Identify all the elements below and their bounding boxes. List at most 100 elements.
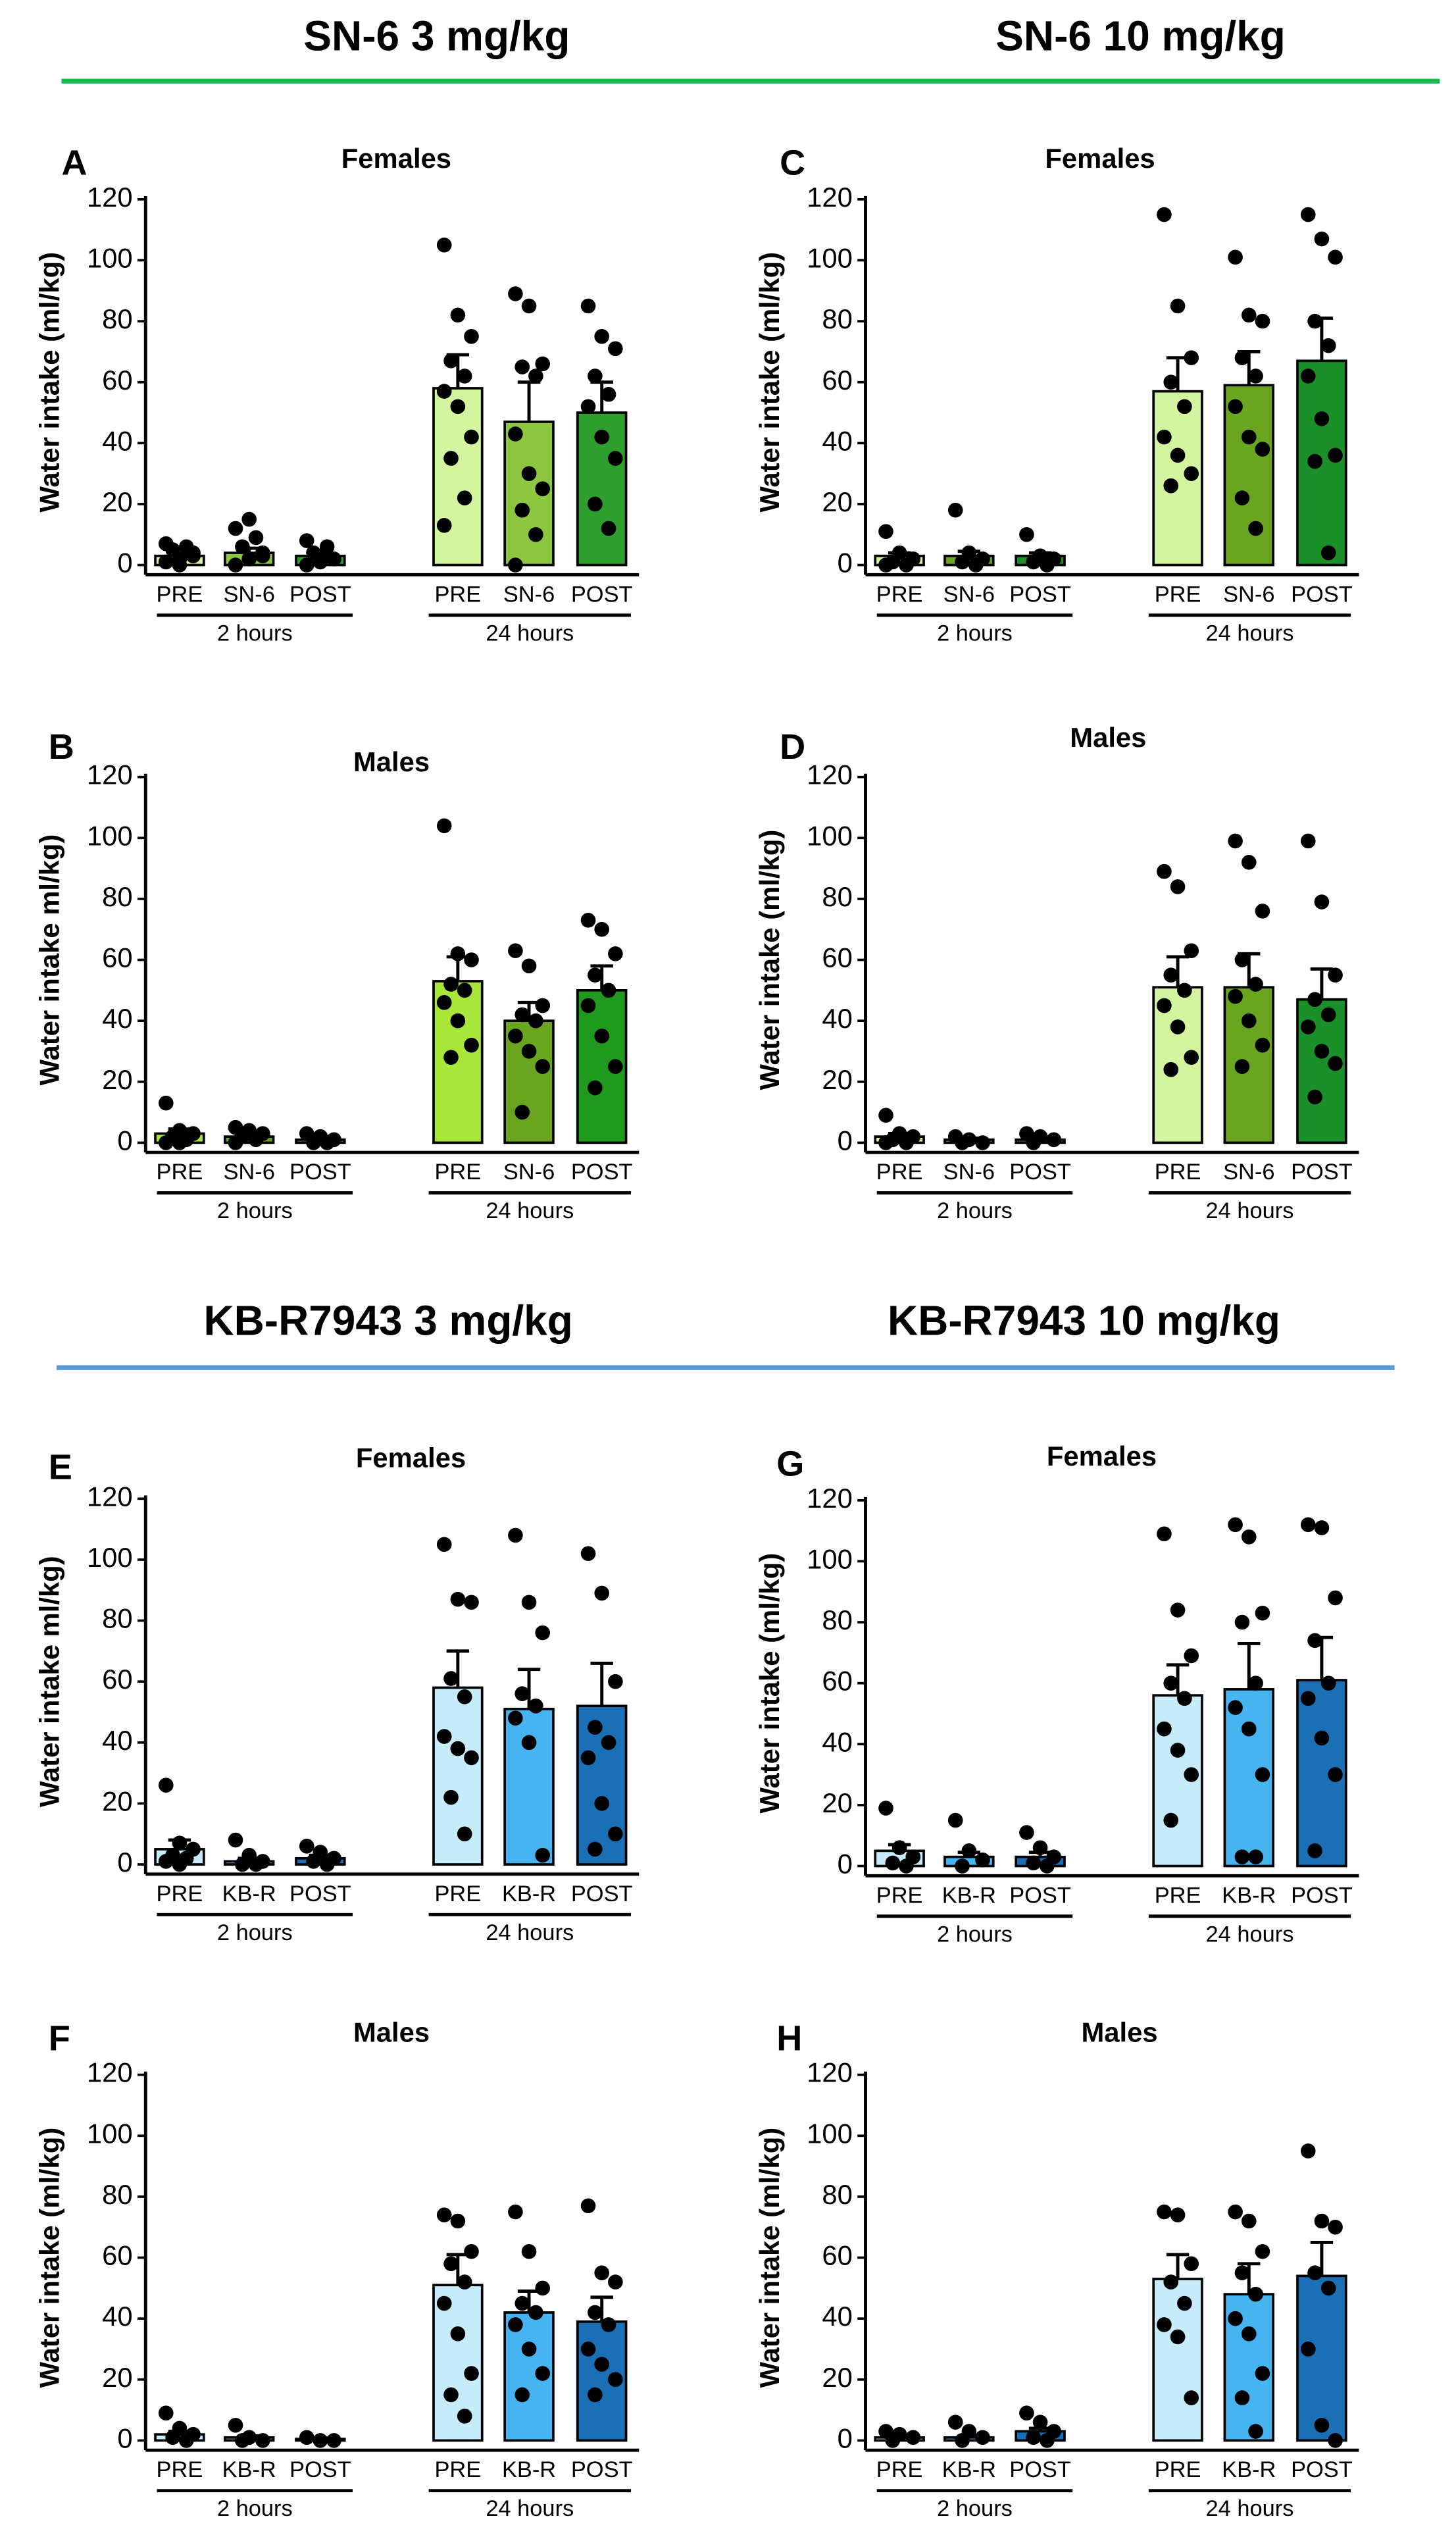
- data-point: [899, 1135, 914, 1150]
- data-point: [255, 548, 270, 563]
- data-point: [515, 1686, 530, 1702]
- data-point: [436, 1537, 452, 1552]
- data-point: [235, 2433, 250, 2448]
- data-point: [172, 557, 188, 573]
- group-label: 2 hours: [217, 1198, 293, 1223]
- data-point: [1241, 429, 1257, 445]
- y-tick-label: 100: [807, 243, 853, 274]
- data-point: [158, 1135, 174, 1150]
- data-point: [580, 2341, 596, 2357]
- data-point: [1307, 1633, 1322, 1649]
- x-tick-label: SN-6: [1223, 1160, 1274, 1185]
- data-point: [443, 977, 459, 992]
- data-point: [1163, 374, 1179, 390]
- x-tick-label: KB-R: [502, 1881, 556, 1906]
- x-tick-label: POST: [1291, 2457, 1353, 2482]
- y-tick-label: 100: [87, 1542, 133, 1573]
- data-point: [1170, 2207, 1186, 2223]
- data-point: [443, 451, 459, 466]
- data-point: [1157, 1526, 1172, 1542]
- panel-letter: H: [776, 2018, 802, 2058]
- data-point: [1328, 1590, 1343, 1606]
- error-bar: [1310, 967, 1334, 1000]
- x-tick-label: PRE: [434, 1160, 481, 1185]
- data-point: [521, 2341, 537, 2357]
- error-bar: [590, 964, 613, 990]
- y-tick-label: 100: [87, 820, 133, 851]
- data-point: [594, 1585, 610, 1601]
- data-point: [1328, 249, 1343, 265]
- x-tick-label: SN-6: [503, 582, 555, 607]
- data-point: [878, 557, 893, 573]
- data-point: [961, 1843, 977, 1858]
- data-point: [521, 1595, 537, 1610]
- data-point: [891, 1840, 907, 1856]
- data-point: [436, 238, 452, 253]
- data-point: [535, 356, 551, 372]
- data-point: [306, 1135, 321, 1150]
- group-label: 24 hours: [1206, 1922, 1294, 1947]
- data-point: [1248, 1676, 1263, 1691]
- data-point: [443, 2256, 459, 2272]
- y-tick-label: 120: [807, 759, 853, 790]
- data-point: [1300, 207, 1316, 222]
- data-point: [1234, 490, 1250, 506]
- error-bar: [1166, 1663, 1190, 1696]
- data-point: [1177, 399, 1192, 415]
- y-tick-label: 60: [102, 1664, 132, 1695]
- data-point: [1184, 1767, 1199, 1782]
- data-point: [1170, 1743, 1186, 1758]
- data-point: [1320, 545, 1336, 561]
- data-point: [464, 952, 479, 967]
- data-point: [528, 369, 543, 384]
- y-tick-label: 80: [102, 303, 132, 334]
- y-tick-label: 0: [117, 2422, 132, 2453]
- data-point: [1234, 2265, 1250, 2281]
- data-point: [1328, 2433, 1343, 2448]
- data-point: [535, 2366, 551, 2381]
- data-point: [172, 1135, 188, 1150]
- data-point: [508, 1029, 523, 1044]
- data-point: [1320, 1676, 1336, 1691]
- data-point: [608, 1059, 623, 1074]
- data-point: [885, 2433, 901, 2448]
- x-tick-label: SN-6: [943, 582, 995, 607]
- data-point: [436, 2207, 452, 2223]
- data-point: [228, 557, 243, 573]
- bar: [1152, 986, 1203, 1144]
- y-tick-label: 80: [822, 303, 853, 334]
- panel-title: Females: [1047, 1441, 1157, 1471]
- data-point: [1300, 2341, 1316, 2357]
- data-point: [1170, 879, 1186, 894]
- y-tick-label: 80: [822, 881, 853, 912]
- data-point: [178, 2433, 194, 2448]
- data-point: [248, 530, 264, 546]
- data-point: [588, 2387, 603, 2403]
- data-point: [1255, 2243, 1270, 2259]
- data-point: [436, 818, 452, 834]
- data-point: [1241, 2213, 1257, 2229]
- data-point: [1314, 894, 1330, 909]
- data-point: [508, 2317, 523, 2332]
- data-point: [1177, 983, 1192, 998]
- y-tick-label: 40: [822, 425, 853, 456]
- data-point: [955, 1858, 970, 1874]
- data-point: [588, 369, 603, 384]
- data-point: [1228, 2311, 1243, 2326]
- y-tick-label: 0: [117, 548, 132, 578]
- data-point: [1248, 2286, 1263, 2302]
- data-point: [1255, 904, 1270, 919]
- data-point: [1228, 1700, 1243, 1716]
- data-point: [1314, 1730, 1330, 1746]
- data-point: [594, 2357, 610, 2372]
- data-point: [588, 1080, 603, 1096]
- data-point: [1228, 399, 1243, 415]
- data-point: [464, 1595, 479, 1610]
- data-point: [1300, 1517, 1316, 1533]
- x-tick-label: PRE: [434, 582, 481, 607]
- data-point: [535, 481, 551, 497]
- y-tick-label: 20: [822, 486, 853, 517]
- bar: [576, 411, 628, 567]
- x-tick-label: POST: [1009, 582, 1071, 607]
- data-point: [1328, 1767, 1343, 1782]
